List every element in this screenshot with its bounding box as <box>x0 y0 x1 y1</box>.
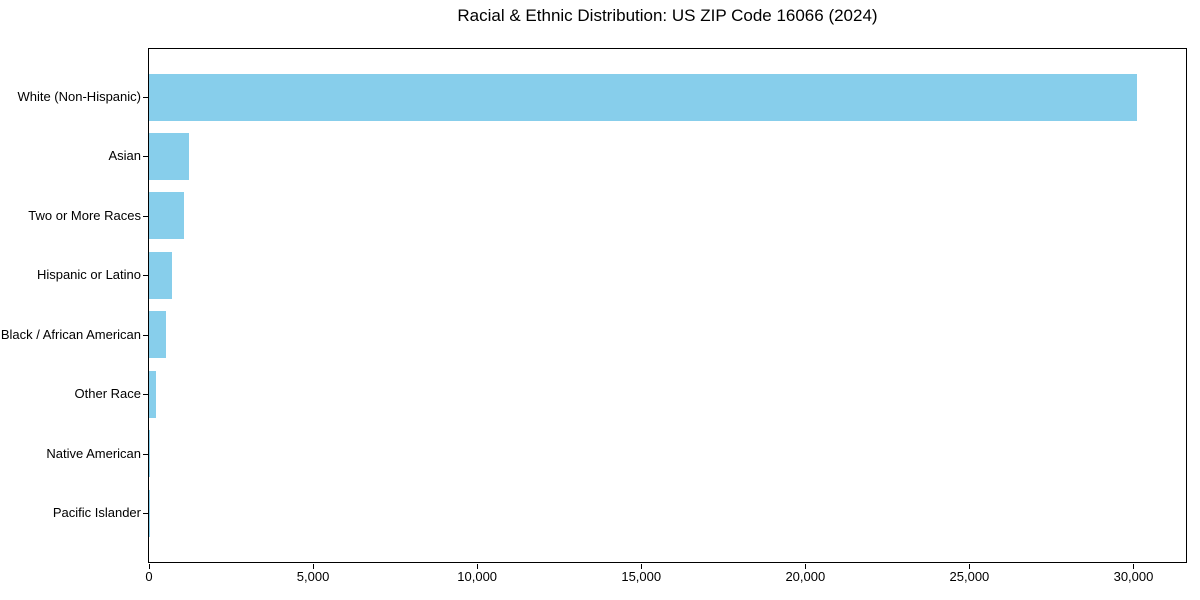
bar-black-african-american <box>149 311 167 359</box>
y-tick-label: Asian <box>108 148 141 164</box>
y-tick-label: Hispanic or Latino <box>36 267 141 283</box>
bar-asian <box>149 132 190 180</box>
y-tick-label: Other Race <box>74 386 141 402</box>
bar-other-race <box>149 370 156 418</box>
y-tick-mark <box>143 453 148 455</box>
plot-area <box>148 48 1187 563</box>
bar-native-american <box>149 430 150 478</box>
y-tick-label: Native American <box>46 445 141 461</box>
x-tick-label: 20,000 <box>785 569 826 584</box>
x-tick-mark <box>148 564 150 569</box>
y-tick-mark <box>143 275 148 277</box>
x-tick-mark <box>1132 564 1134 569</box>
y-tick-label: Black / African American <box>0 326 141 342</box>
y-tick-mark <box>143 394 148 396</box>
x-tick-mark <box>640 564 642 569</box>
y-tick-mark <box>143 156 148 158</box>
x-tick-label: 15,000 <box>621 569 662 584</box>
x-tick-label: 0 <box>145 569 153 584</box>
chart-title: Racial & Ethnic Distribution: US ZIP Cod… <box>457 6 878 25</box>
x-tick-label: 25,000 <box>949 569 990 584</box>
x-tick-mark <box>476 564 478 569</box>
x-tick-label: 30,000 <box>1113 569 1154 584</box>
bar-two-or-more-races <box>149 192 184 240</box>
x-tick-label: 5,000 <box>296 569 330 584</box>
y-tick-mark <box>143 97 148 98</box>
y-tick-mark <box>143 513 148 514</box>
x-tick-mark <box>968 564 970 569</box>
y-tick-label: Pacific Islander <box>52 505 141 520</box>
bar-white-non-hispanic <box>149 73 1137 121</box>
y-tick-mark <box>143 334 148 336</box>
x-tick-mark <box>312 564 314 569</box>
bar-hispanic-or-latino <box>149 251 173 299</box>
y-tick-mark <box>143 215 148 217</box>
y-tick-label: Two or More Races <box>28 207 141 223</box>
y-tick-label: White (Non-Hispanic) <box>17 89 141 104</box>
x-tick-label: 10,000 <box>457 569 498 584</box>
x-tick-mark <box>804 564 806 569</box>
